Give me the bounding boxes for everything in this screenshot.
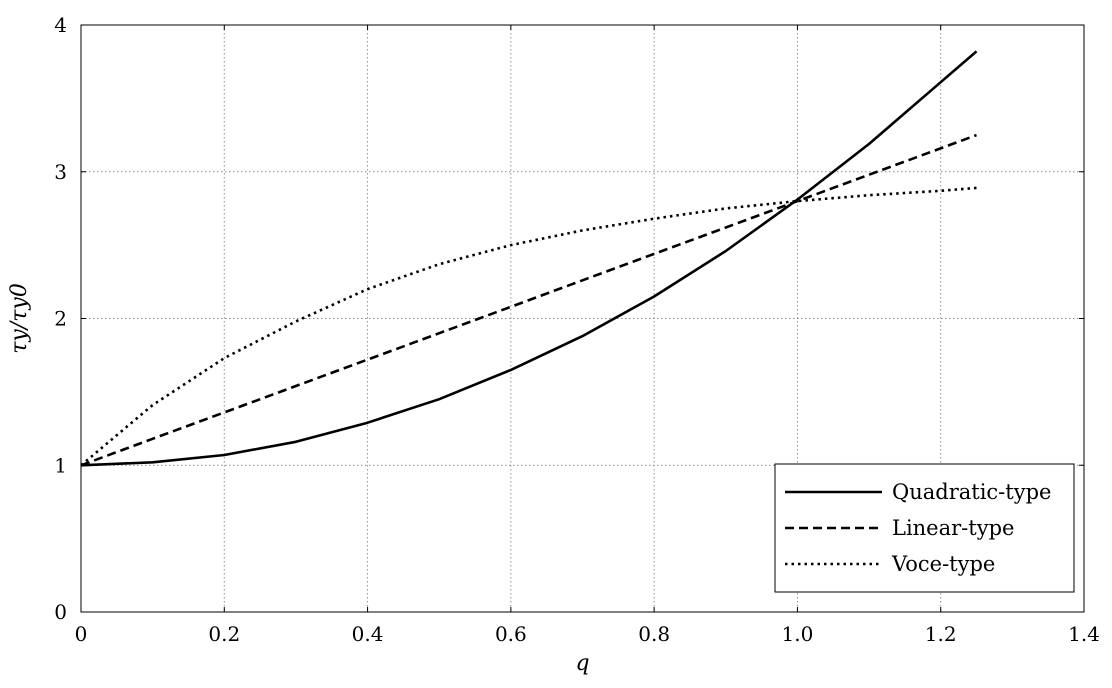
y-tick-label: 0: [54, 600, 67, 624]
legend-label: Linear-type: [892, 516, 1014, 540]
x-tick-label: 1.4: [1068, 622, 1100, 646]
y-tick-label: 3: [54, 160, 67, 184]
y-tick-label: 4: [54, 13, 67, 37]
y-axis-label: τy/τy0: [7, 283, 32, 354]
x-tick-label: 0.8: [638, 622, 670, 646]
legend-label: Voce-type: [891, 552, 995, 576]
legend-label: Quadratic-type: [892, 480, 1051, 504]
legend-items: Quadratic-type Linear-type Voce-type: [785, 480, 1051, 576]
series-line: [80, 186, 977, 467]
tick-labels: 0 0.2 0.4 0.6 0.8 1.0 1.2 1.4 0 1 2 3 4: [54, 13, 1100, 646]
x-tick-label: 0.6: [495, 622, 527, 646]
y-tick-label: 1: [54, 453, 67, 477]
y-tick-label: 2: [54, 307, 67, 331]
x-tick-label: 1.0: [782, 622, 814, 646]
series-layer: [80, 50, 978, 467]
series-line: [80, 50, 978, 467]
legend: Quadratic-type Linear-type Voce-type: [774, 463, 1075, 593]
x-axis-label: q: [575, 651, 589, 676]
series-line: [80, 133, 977, 467]
ticks: [80, 24, 1085, 613]
legend-box: [774, 463, 1075, 593]
x-tick-label: 0.2: [208, 622, 240, 646]
x-tick-label: 0: [75, 622, 88, 646]
x-tick-label: 0.4: [352, 622, 384, 646]
x-tick-label: 1.2: [925, 622, 957, 646]
